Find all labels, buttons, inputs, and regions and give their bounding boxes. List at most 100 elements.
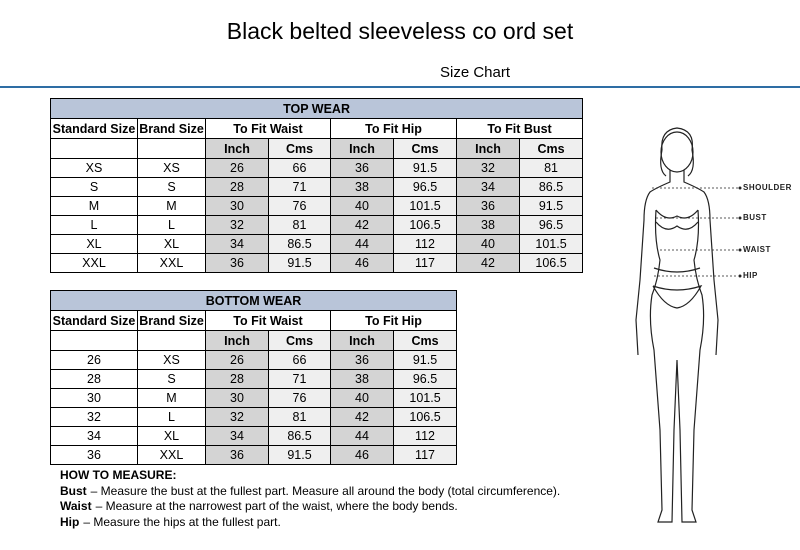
cell: 96.5 <box>393 177 457 197</box>
cell: 36 <box>330 350 394 370</box>
cell: 34 <box>456 177 520 197</box>
cell: 66 <box>268 158 331 178</box>
cell: XL <box>50 234 138 254</box>
cell: 28 <box>50 369 138 389</box>
cell: S <box>50 177 138 197</box>
cell: 44 <box>330 234 394 254</box>
unit-header: Cms <box>518 138 584 159</box>
figure-label: WAIST <box>743 245 771 254</box>
figure-arms <box>635 170 719 356</box>
cell: 44 <box>330 426 394 446</box>
cell: 38 <box>456 215 520 235</box>
cell: M <box>50 196 138 216</box>
cell: 106.5 <box>392 407 458 427</box>
cell: 42 <box>330 407 394 427</box>
cell: XS <box>50 158 138 178</box>
note-line: Hip – Measure the hips at the fullest par… <box>60 515 560 531</box>
divider <box>0 86 800 88</box>
cell: S <box>137 177 206 197</box>
cell: 66 <box>268 350 331 370</box>
cell: 76 <box>268 196 331 216</box>
cell: 28 <box>205 369 269 389</box>
unit-row: Inch Cms Inch Cms <box>50 330 458 351</box>
cell: XS <box>137 350 206 370</box>
cell: 34 <box>205 426 269 446</box>
column-header: Standard Size <box>50 118 138 139</box>
cell: L <box>137 407 206 427</box>
cell: 81 <box>518 158 584 178</box>
cell: 30 <box>205 388 269 408</box>
cell: 71 <box>268 369 331 389</box>
data-row: 26 XS 26 66 36 91.5 <box>50 350 458 370</box>
unit-header: Inch <box>330 330 394 351</box>
notes: HOW TO MEASURE: Bust – Measure the bust a… <box>60 468 560 530</box>
cell: 81 <box>268 215 331 235</box>
figure-label: BUST <box>743 213 767 222</box>
cell: 28 <box>205 177 269 197</box>
note-term: Bust <box>60 483 87 498</box>
empty-cell <box>50 330 138 351</box>
cell: 106.5 <box>393 215 457 235</box>
column-header: To Fit Hip <box>329 310 458 331</box>
cell: 91.5 <box>268 445 331 465</box>
data-row: L L 32 81 42 106.5 38 96.5 <box>50 215 584 235</box>
data-row: 34 XL 34 86.5 44 112 <box>50 426 458 446</box>
header-row: Standard Size Brand Size To Fit Waist To Fi… <box>50 118 584 139</box>
cell: 91.5 <box>518 196 584 216</box>
cell: 46 <box>330 253 394 273</box>
cell: XL <box>137 234 206 254</box>
unit-header: Cms <box>393 138 457 159</box>
data-row: 32 L 32 81 42 106.5 <box>50 407 458 427</box>
note-text: – Measure at the narrowest part of the w… <box>95 499 458 513</box>
body-figure: SHOULDER BUST WAIST HIP <box>635 127 792 523</box>
cell: 117 <box>392 445 458 465</box>
unit-row: Inch Cms Inch Cms Inch Cms <box>50 138 584 159</box>
data-row: XS XS 26 66 36 91.5 32 81 <box>50 158 584 178</box>
cell: 32 <box>205 407 269 427</box>
cell: XXL <box>50 253 138 273</box>
table-title: BOTTOM WEAR <box>49 290 458 311</box>
cell: 36 <box>205 445 269 465</box>
cell: 81 <box>268 407 331 427</box>
cell: 46 <box>330 445 394 465</box>
cell: L <box>137 215 206 235</box>
cell: 86.5 <box>268 234 331 254</box>
cell: L <box>50 215 138 235</box>
unit-header: Inch <box>205 138 269 159</box>
data-row: XXL XXL 36 91.5 46 117 42 106.5 <box>50 253 584 273</box>
figure-label: HIP <box>743 271 758 280</box>
cell: 34 <box>205 234 269 254</box>
data-row: S S 28 71 38 96.5 34 86.5 <box>50 177 584 197</box>
figure-hair <box>660 127 694 177</box>
cell: S <box>137 369 206 389</box>
column-header: Brand Size <box>137 310 206 331</box>
title-row: TOP WEAR <box>49 98 584 119</box>
cell: 96.5 <box>518 215 584 235</box>
unit-header: Inch <box>205 330 269 351</box>
cell: 26 <box>50 350 138 370</box>
cell: 76 <box>268 388 331 408</box>
cell: 101.5 <box>392 388 458 408</box>
figure-label: SHOULDER <box>743 183 792 192</box>
table-title: TOP WEAR <box>49 98 584 119</box>
data-row: XL XL 34 86.5 44 112 40 101.5 <box>50 234 584 254</box>
cell: M <box>137 388 206 408</box>
column-header: To Fit Bust <box>455 118 584 139</box>
page-subtitle: Size Chart <box>440 64 511 81</box>
cell: XS <box>137 158 206 178</box>
cell: 42 <box>456 253 520 273</box>
cell: 112 <box>393 234 457 254</box>
cell: 91.5 <box>268 253 331 273</box>
note-term: Hip <box>60 514 80 529</box>
empty-cell <box>50 138 138 159</box>
cell: 26 <box>205 350 269 370</box>
cell: 36 <box>330 158 394 178</box>
cell: 30 <box>50 388 138 408</box>
title-row: BOTTOM WEAR <box>49 290 458 311</box>
cell: XL <box>137 426 206 446</box>
figure-bust <box>655 209 699 230</box>
cell: 40 <box>330 388 394 408</box>
column-header: Brand Size <box>137 118 206 139</box>
page-title: Black belted sleeveless co ord set <box>226 18 574 44</box>
cell: 106.5 <box>518 253 584 273</box>
